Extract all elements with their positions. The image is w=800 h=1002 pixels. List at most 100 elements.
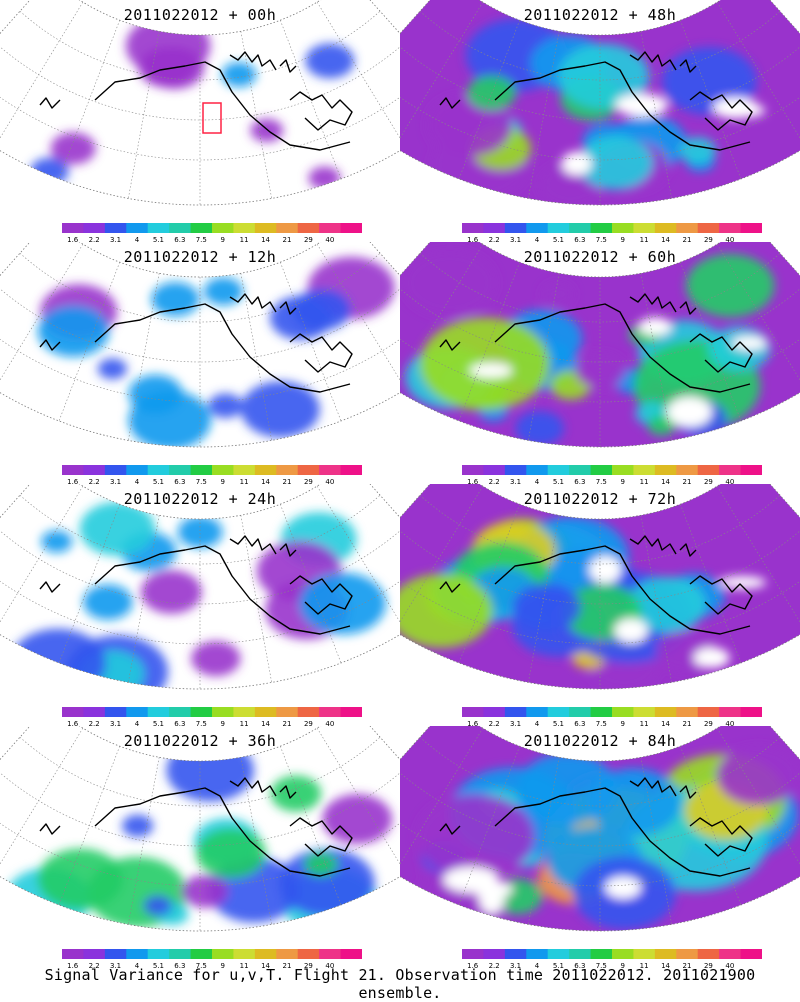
variance-contour <box>541 282 575 306</box>
variance-contour <box>240 381 320 438</box>
colorbar-swatch <box>569 949 592 959</box>
variance-contour <box>308 166 341 190</box>
colorbar-tick-label: 6.3 <box>574 478 586 486</box>
colorbar-swatch <box>319 949 342 959</box>
colorbar-swatch <box>547 949 570 959</box>
variance-contour <box>512 582 581 632</box>
colorbar-tick-label: 7.5 <box>595 962 607 970</box>
colorbar-tick-label: 6.3 <box>574 962 586 970</box>
map-panel: 2011022012 + 12h 1.6 2.2 3.1 4 5.1 6.3 7.5 9 11 14… <box>0 242 400 487</box>
colorbar-tick-label: 21 <box>282 962 292 970</box>
coastline <box>39 293 353 393</box>
variance-gap <box>638 317 672 336</box>
colorbar-tick-label: 5.1 <box>552 478 564 486</box>
colorbar-swatch <box>83 949 106 959</box>
colorbar-swatch <box>654 949 677 959</box>
colorbar-swatch <box>719 949 742 959</box>
colorbar-swatch <box>719 707 742 717</box>
colorbar-swatch <box>212 465 234 475</box>
colorbar-tick-label: 3.1 <box>109 236 122 244</box>
colorbar-tick-label: 6.3 <box>174 720 186 728</box>
colorbar-tick-label: 9 <box>620 720 625 728</box>
colorbar-ticks: 1.6 2.2 3.1 4 5.1 6.3 7.5 9 11 14 21 29 40 <box>58 478 378 488</box>
colorbar-swatch <box>697 949 720 959</box>
colorbar-swatch <box>340 465 362 475</box>
colorbar-swatch <box>697 465 720 475</box>
variance-contour <box>515 410 564 446</box>
colorbar-tick-label: 40 <box>325 236 335 244</box>
colorbar-tick-label: 1.6 <box>67 478 79 486</box>
panel-title: 2011022012 + 48h <box>523 6 677 24</box>
colorbar-tick-label: 3.1 <box>109 720 122 728</box>
colorbar-swatch <box>340 949 362 959</box>
colorbar-tick-label: 14 <box>261 720 271 728</box>
colorbar-tick-label: 14 <box>661 962 671 970</box>
colorbar-tick-label: 4 <box>134 478 140 486</box>
map-panel: 2011022012 + 36h 1.6 2.2 3.1 4 5.1 6.3 7.5 9 11 14… <box>0 726 400 971</box>
variance-contour <box>128 390 212 447</box>
colorbar-swatch <box>83 707 106 717</box>
variance-contour <box>125 15 211 77</box>
colorbar-swatch <box>126 707 149 717</box>
colorbar-tick-label: 14 <box>261 962 271 970</box>
variance-contour <box>121 814 154 838</box>
colorbar-tick-label: 29 <box>703 962 713 970</box>
colorbar-swatch <box>697 223 720 233</box>
polar-map <box>400 242 800 448</box>
colorbar-tick-label: 7.5 <box>195 962 207 970</box>
colorbar-tick-label: 2.2 <box>488 962 500 970</box>
variance-contour <box>30 157 69 186</box>
colorbar-tick-label: 9 <box>620 962 625 970</box>
colorbar-tick-label: 9 <box>620 478 625 486</box>
colorbar-tick-label: 7.5 <box>595 720 607 728</box>
panel-title: 2011022012 + 12h <box>123 248 277 266</box>
colorbar-swatch <box>676 707 699 717</box>
panel-title: 2011022012 + 36h <box>123 732 277 750</box>
colorbar-swatch <box>169 949 192 959</box>
variance-contour <box>299 572 386 635</box>
colorbar-swatch <box>319 707 342 717</box>
colorbar-swatch <box>276 223 299 233</box>
lat-lon-grid <box>0 485 400 689</box>
colorbar-swatch <box>169 707 192 717</box>
colorbar-swatch <box>169 465 192 475</box>
colorbar <box>462 223 762 233</box>
colorbar-swatch <box>212 223 234 233</box>
colorbar-swatch <box>612 707 634 717</box>
colorbar-swatch <box>483 465 506 475</box>
variance-gap <box>718 576 767 589</box>
variance-gap <box>561 151 592 176</box>
colorbar-swatch <box>504 223 527 233</box>
colorbar-tick-label: 5.1 <box>152 236 164 244</box>
variance-contour <box>416 794 535 879</box>
colorbar-swatch <box>233 465 256 475</box>
colorbar-swatch <box>526 949 549 959</box>
colorbar <box>462 949 762 959</box>
colorbar-tick-label: 29 <box>303 962 313 970</box>
variance-contour <box>151 282 200 317</box>
colorbar-swatch <box>83 223 106 233</box>
colorbar-ticks: 1.6 2.2 3.1 4 5.1 6.3 7.5 9 11 14 21 29 40 <box>458 720 778 730</box>
colorbar-swatch <box>297 707 320 717</box>
colorbar-tick-label: 6.3 <box>574 720 586 728</box>
colorbar-swatch <box>212 949 234 959</box>
colorbar-swatch <box>590 707 613 717</box>
colorbar-swatch <box>612 949 634 959</box>
colorbar-swatch <box>633 465 656 475</box>
variance-contour <box>41 530 73 553</box>
variance-contour <box>83 584 133 620</box>
colorbar <box>462 707 762 717</box>
colorbar-swatch <box>340 707 362 717</box>
colorbar-tick-label: 2.2 <box>88 720 100 728</box>
variance-gap <box>478 883 505 915</box>
variance-contour <box>400 573 493 648</box>
colorbar-tick-label: 2.2 <box>88 478 100 486</box>
coastline <box>39 535 353 635</box>
variance-contour <box>140 570 202 614</box>
map-panel: 2011022012 + 84h 1.6 2.2 3.1 4 5.1 6.3 7.5 9 11 14… <box>400 726 800 971</box>
polar-map <box>0 726 400 932</box>
colorbar <box>62 223 362 233</box>
colorbar-tick-label: 9 <box>220 962 225 970</box>
colorbar-tick-label: 11 <box>239 720 249 728</box>
variance-contour <box>403 249 497 317</box>
